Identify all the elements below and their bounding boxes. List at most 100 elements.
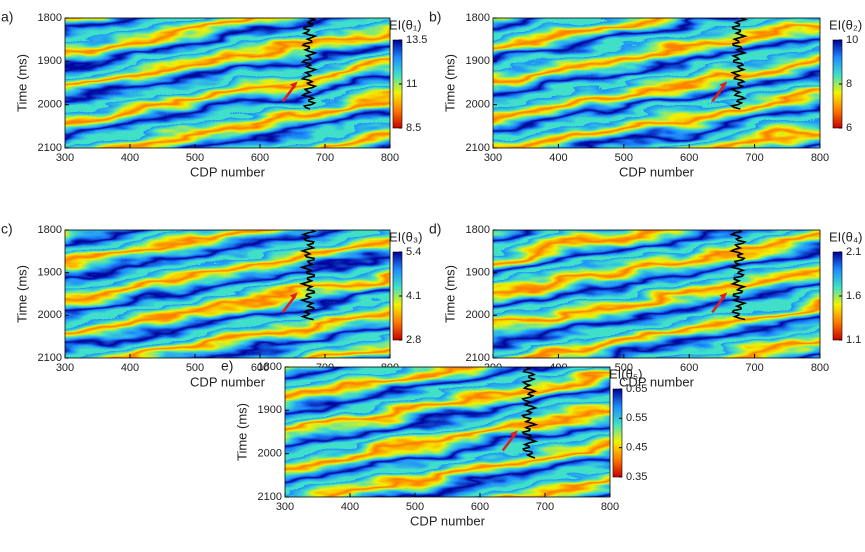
colorbar-tick-label: 6 (846, 122, 852, 134)
y-tick-label: 2000 (466, 309, 490, 321)
x-tick-label: 300 (484, 152, 502, 164)
arrow-head (509, 430, 518, 438)
y-tick-label: 2100 (466, 142, 490, 154)
x-tick-label: 300 (56, 362, 74, 374)
x-tick-label: 800 (381, 152, 399, 164)
y-tick-label: 2100 (38, 352, 62, 364)
colorbar (612, 388, 623, 478)
colorbar-tick-label: 0.35 (626, 471, 647, 483)
image-field (493, 18, 820, 148)
colorbar-tick-label: 1.1 (846, 334, 861, 346)
x-tick-label: 700 (745, 362, 763, 374)
x-axis-label: CDP number (619, 374, 695, 389)
x-tick-label: 400 (121, 152, 139, 164)
colorbar-tick-label: 4.1 (406, 290, 421, 302)
y-tick-label: 1900 (466, 267, 490, 279)
x-tick-label: 600 (471, 501, 489, 513)
y-tick-label: 1900 (38, 267, 62, 279)
x-tick-label: 600 (251, 152, 269, 164)
colorbar-title: EI(θ₃) (389, 229, 422, 244)
colorbar-tick-label: 0.45 (626, 442, 647, 454)
y-tick-label: 2000 (38, 309, 62, 321)
x-tick-label: 400 (549, 152, 567, 164)
y-axis-label: Time (ms) (14, 265, 29, 323)
panel-label: e) (221, 358, 233, 374)
x-tick-label: 500 (186, 152, 204, 164)
colorbar-title: EI(θ₁) (389, 17, 422, 32)
plot-frame (492, 229, 821, 359)
arrow-head (289, 81, 298, 89)
field-texture (493, 230, 820, 358)
arrow (711, 295, 726, 314)
x-tick-label: 700 (316, 152, 334, 164)
arrow (501, 433, 516, 452)
arrow (711, 84, 726, 103)
well-log (729, 18, 748, 110)
well-log (299, 230, 317, 321)
colorbar-tick-label: 10 (846, 34, 858, 46)
x-tick-label: 700 (536, 501, 554, 513)
colorbar-tick-label: 8.5 (406, 122, 421, 134)
x-axis-label: CDP number (410, 513, 486, 528)
colorbar-tick-label: 2.1 (846, 246, 861, 258)
arrow-head (719, 81, 728, 89)
y-tick-label: 1800 (466, 12, 490, 24)
y-axis-label: Time (ms) (14, 54, 29, 112)
y-axis-label: Time (ms) (442, 265, 457, 323)
y-tick-label: 1900 (466, 55, 490, 67)
x-tick-label: 700 (745, 152, 763, 164)
field-texture (493, 18, 820, 148)
y-tick-label: 2100 (258, 491, 282, 503)
x-axis-label: CDP number (190, 374, 266, 389)
panel-label: b) (429, 9, 441, 25)
colorbar-tick-label: 0.55 (626, 412, 647, 424)
plot-frame (64, 17, 391, 149)
arrow-head (289, 292, 298, 300)
field-texture (65, 230, 390, 358)
x-tick-label: 300 (276, 501, 294, 513)
colorbar-title: EI(θ₂) (829, 17, 862, 32)
well-log (729, 230, 748, 321)
field-texture (285, 367, 610, 497)
colorbar-tick-label: 0.65 (626, 383, 647, 395)
y-tick-label: 2000 (258, 448, 282, 460)
x-tick-label: 500 (615, 362, 633, 374)
x-tick-label: 800 (811, 362, 829, 374)
y-tick-label: 2000 (38, 99, 62, 111)
plot-frame (64, 229, 391, 359)
y-tick-label: 1900 (38, 55, 62, 67)
well-log (300, 18, 319, 110)
x-tick-label: 800 (811, 152, 829, 164)
image-field (285, 367, 610, 497)
colorbar-tick-label: 13.5 (406, 34, 427, 46)
image-field (493, 230, 820, 358)
x-tick-label: 600 (251, 362, 269, 374)
colorbar-title: EI(θ₅) (609, 366, 642, 381)
y-tick-label: 2100 (38, 142, 62, 154)
panel-label: a) (1, 9, 13, 25)
arrow (281, 295, 296, 314)
y-axis-label: Time (ms) (234, 403, 249, 461)
colorbar-tick-label: 5.4 (406, 246, 421, 258)
x-tick-label: 400 (341, 501, 359, 513)
arrow (281, 84, 296, 103)
well-log (521, 367, 539, 459)
x-tick-label: 800 (601, 501, 619, 513)
colorbar-tick-label: 8 (846, 78, 852, 90)
x-tick-label: 300 (56, 152, 74, 164)
x-tick-label: 400 (121, 362, 139, 374)
colorbar-title: EI(θ₄) (829, 229, 862, 244)
y-tick-label: 1900 (258, 404, 282, 416)
arrow-head (719, 292, 728, 300)
y-tick-label: 2000 (466, 99, 490, 111)
panel-label: c) (1, 221, 13, 237)
y-tick-label: 2100 (466, 352, 490, 364)
x-axis-label: CDP number (190, 164, 266, 179)
x-tick-label: 500 (406, 501, 424, 513)
x-tick-label: 600 (680, 152, 698, 164)
plot-frame (492, 17, 821, 149)
y-tick-label: 1800 (258, 361, 282, 373)
image-field (65, 18, 390, 148)
x-tick-label: 500 (186, 362, 204, 374)
